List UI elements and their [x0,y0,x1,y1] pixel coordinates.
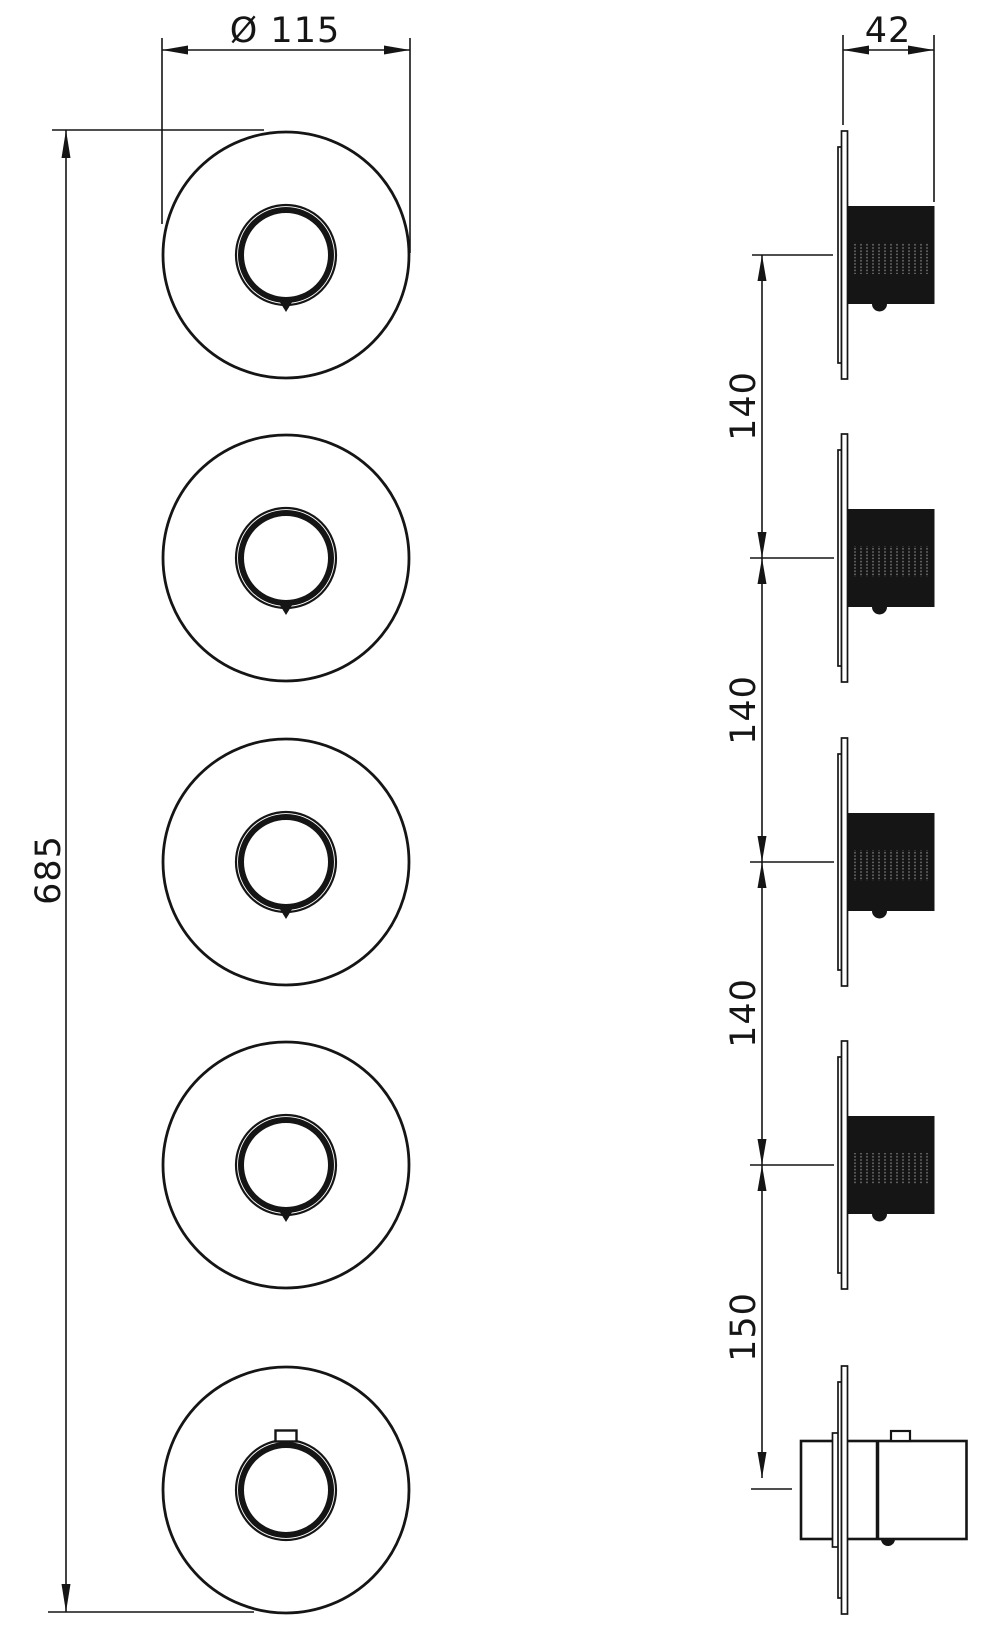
escutcheon-plate-circle [161,433,411,683]
thermostat-side [799,1365,968,1615]
plate-side-profile [840,433,849,683]
plate-side-profile [840,1040,849,1290]
dim-label-spacing-2: 140 [724,675,764,745]
knob-outer-ring [234,506,338,610]
arrowhead-up [757,558,767,584]
dimension-total-height: 685 [29,129,264,1613]
knob-bottom-notch [872,304,887,312]
valve-side-2 [837,433,935,683]
escutcheon-plate-circle [161,130,411,380]
knob-bottom-notch [872,1214,887,1222]
knob-grip-ring [238,510,334,606]
dim-label-spacing-3: 140 [724,978,764,1048]
escutcheon-plate-circle [161,1040,411,1290]
plate-side-profile [840,130,849,380]
knob-bottom-notch [872,911,887,919]
valve-side-4 [837,1040,935,1290]
valve-side-3 [837,737,935,987]
knob-index-notch [278,299,294,312]
knob-grip-ring [238,1117,334,1213]
dim-label-spacing-1: 140 [724,371,764,441]
dimension-plate-diameter: Ø 115 [161,11,411,253]
temperature-tab-side [889,1429,912,1443]
plate-side-profile [840,737,849,987]
thermostat-knob-front [161,1365,411,1615]
escutcheon-plate-circle [161,737,411,987]
arrowhead-up [61,130,71,158]
knob-outer-ring [234,1113,338,1217]
plate-side-profile [840,1365,849,1615]
arrowhead-down [757,532,767,558]
knob-index-notch [278,906,294,919]
arrowhead-down [61,1584,71,1612]
dim-label-height: 685 [29,835,69,905]
knob-grip-ring [238,1442,334,1538]
valve-side-1 [837,130,935,380]
knob-outer-ring [234,203,338,307]
knob-index-notch [278,602,294,615]
knob-grip-ring [238,207,334,303]
dimension-knob-spacing: 140 140 140 150 [724,254,834,1490]
dim-label-diameter: Ø 115 [230,11,340,51]
dim-label-depth: 42 [865,11,912,51]
trim-knob-front-3 [161,737,411,987]
arrowhead-left [843,45,869,55]
dim-label-spacing-4: 150 [724,1292,764,1362]
knurl-texture [851,243,931,274]
arrowhead-right [908,45,934,55]
trim-knob-front-2 [161,433,411,683]
knurl-texture [851,850,931,881]
arrowhead-left [162,45,188,55]
arrowhead-up [757,862,767,888]
knob-grip-ring [238,814,334,910]
trim-knob-front-1 [161,130,411,380]
thermostat-body [799,1439,968,1541]
knob-index-notch [278,1209,294,1222]
front-view [161,130,411,1615]
arrowhead-down [757,836,767,862]
arrowhead-down [757,1139,767,1165]
side-view [799,130,968,1615]
knob-outer-ring [234,1438,338,1542]
knob-bottom-notch [872,607,887,615]
knob-bottom-notch [881,1539,895,1546]
temperature-tab [274,1429,298,1443]
knurl-texture [851,1153,931,1184]
knurl-texture [851,546,931,577]
trim-knob-front-4 [161,1040,411,1290]
dimension-knob-depth: 42 [842,11,935,202]
arrowhead-up [757,1165,767,1191]
arrowhead-down [757,1452,767,1478]
arrowhead-up [757,255,767,281]
escutcheon-plate-circle [161,1365,411,1615]
arrowhead-right [384,45,410,55]
knob-outer-ring [234,810,338,914]
